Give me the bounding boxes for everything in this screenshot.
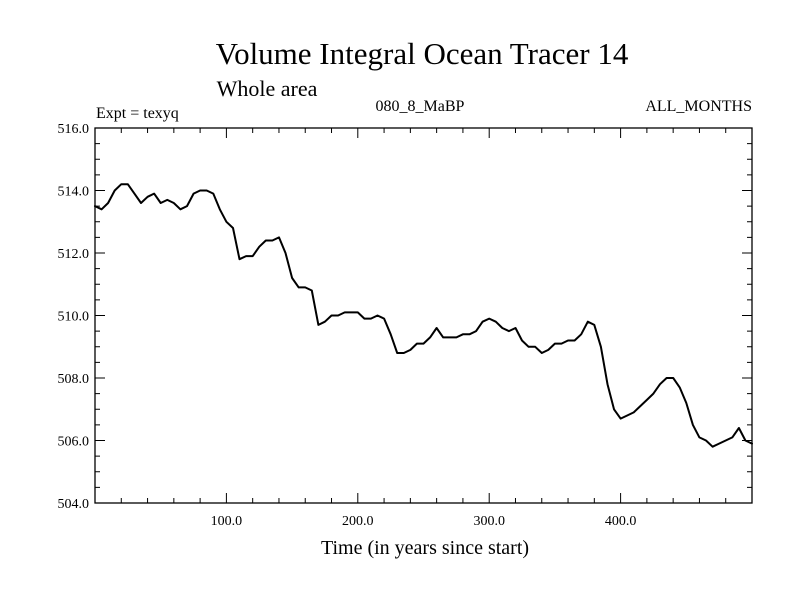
chart-subtitle: Whole area (217, 76, 318, 101)
experiment-label: Expt = texyq (96, 105, 179, 122)
y-tick-label: 514.0 (58, 185, 90, 200)
x-tick-label: 100.0 (211, 514, 243, 529)
x-tick-label: 200.0 (342, 514, 374, 529)
months-label: ALL_MONTHS (645, 98, 752, 115)
y-tick-label: 508.0 (58, 372, 90, 387)
period-label: 080_8_MaBP (376, 98, 465, 115)
y-tick-label: 516.0 (58, 122, 90, 137)
data-series-line (94, 183, 753, 448)
plot-frame (94, 127, 753, 504)
y-tick-label: 506.0 (58, 435, 90, 450)
x-tick-label: 300.0 (473, 514, 505, 529)
y-tick-label: 512.0 (58, 247, 90, 262)
x-tick-label: 400.0 (605, 514, 637, 529)
x-axis-label: Time (in years since start) (321, 537, 529, 559)
chart-title: Volume Integral Ocean Tracer 14 (216, 36, 629, 71)
y-tick-label: 510.0 (58, 310, 90, 325)
y-tick-label: 504.0 (58, 497, 90, 512)
